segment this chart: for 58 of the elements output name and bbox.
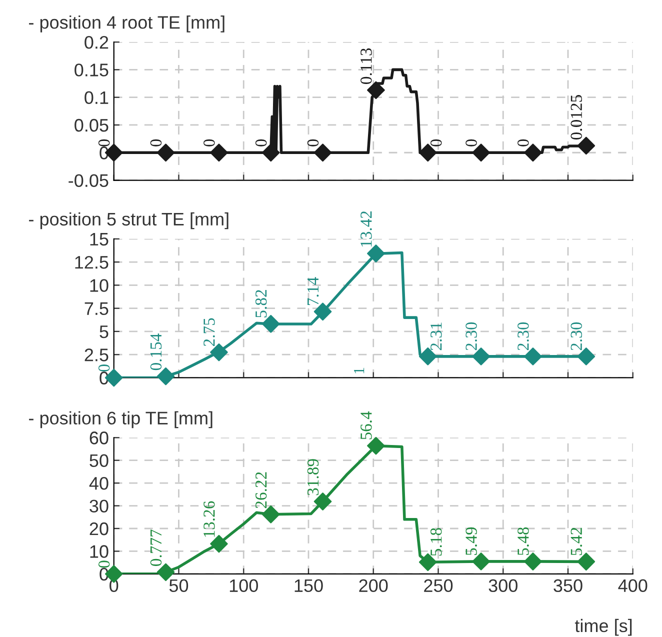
- y-tick-label: 12.5: [75, 256, 108, 269]
- chart-title: - position 4 root TE [mm]: [29, 16, 224, 32]
- x-tick-label: 100: [230, 579, 258, 592]
- data-label: 0.777: [150, 530, 162, 566]
- data-label: 0: [255, 139, 267, 146]
- y-tick-label: 2.5: [84, 348, 108, 362]
- data-label: 0.0125: [570, 94, 582, 140]
- data-label: 2.75: [204, 318, 215, 346]
- data-label: 31.89: [307, 459, 319, 496]
- data-label: 5.49: [466, 527, 477, 555]
- data-label: 2.30: [570, 322, 582, 350]
- data-label: 0: [430, 139, 442, 146]
- x-tick-label: 250: [424, 579, 453, 592]
- y-tick-label: 0.1: [84, 91, 108, 104]
- y-tick-label: 40: [89, 476, 108, 490]
- y-tick-label: 10: [90, 545, 108, 558]
- data-label: 0.113: [360, 48, 372, 84]
- y-tick-label: 10: [90, 279, 108, 292]
- data-label: 5.48: [518, 527, 529, 555]
- y-tick-label: 30: [90, 500, 108, 512]
- x-tick-label: 50: [169, 579, 188, 592]
- point: [367, 244, 385, 262]
- y-tick-label: 15: [90, 232, 108, 246]
- data-label: 0: [518, 139, 529, 146]
- data-label: 0: [204, 139, 215, 146]
- y-tick-label: 60: [90, 432, 108, 444]
- y-tick-label: 0.15: [74, 64, 108, 76]
- data-label: 5.18: [430, 528, 442, 556]
- y-tick-label: 20: [90, 522, 108, 536]
- data-label: 2.31: [430, 322, 442, 350]
- data-label: 7.14: [307, 277, 319, 305]
- data-label: 13.26: [204, 501, 215, 537]
- data-label: 2.30: [518, 322, 529, 350]
- y-tick-label: 7.5: [84, 302, 108, 316]
- y-tick-label: 0.05: [74, 118, 108, 132]
- x-tick-label: 400: [618, 579, 648, 592]
- data-label: 13.42: [360, 211, 372, 246]
- data-label: 0: [307, 139, 319, 146]
- x-tick-label: 300: [488, 579, 518, 592]
- data-label: 5.82: [255, 290, 267, 318]
- data-label: 26.22: [256, 472, 267, 508]
- data-label: 0: [466, 139, 477, 146]
- x-tick-label: 350: [554, 579, 582, 592]
- data-label: 0.154: [150, 334, 162, 370]
- data-label: 5.42: [570, 528, 582, 556]
- data-label: 56.4: [360, 411, 372, 440]
- chart-title: - position 5 strut TE [mm]: [29, 212, 228, 230]
- data-label: 2.30: [466, 322, 477, 350]
- data-label: 0: [150, 139, 162, 146]
- y-tick-label: 50: [90, 454, 108, 468]
- x-tick-label: 200: [359, 579, 388, 592]
- x-axis-title: time [s]: [574, 618, 632, 636]
- chart-title: - position 6 tip TE [mm]: [29, 411, 212, 428]
- x-tick-label: 150: [294, 579, 323, 592]
- y-tick-label: 5: [100, 326, 108, 338]
- y-tick-label: -0.05: [68, 174, 108, 187]
- y-tick-label: 0.2: [84, 36, 108, 49]
- annotation: 1: [354, 368, 364, 374]
